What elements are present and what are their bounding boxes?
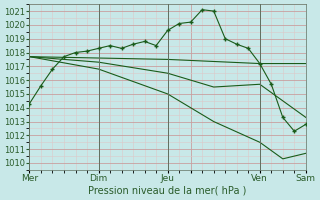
X-axis label: Pression niveau de la mer( hPa ): Pression niveau de la mer( hPa ) [88, 186, 247, 196]
